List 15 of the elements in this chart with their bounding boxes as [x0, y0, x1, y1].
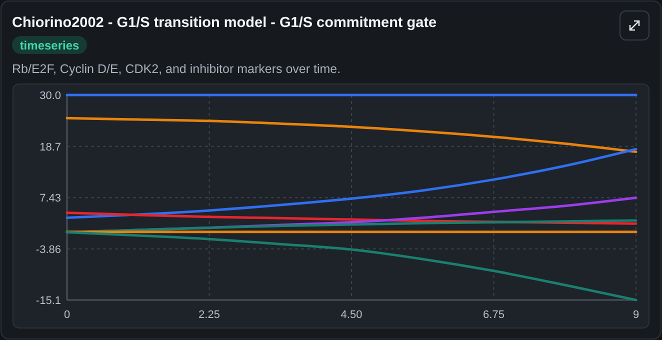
y-tick-label: 7.43	[40, 192, 61, 205]
chart-title: Chiorino2002 - G1/S transition model - G1/S commitment gate	[12, 15, 437, 31]
y-tick-label: 18.7	[40, 141, 61, 154]
x-tick-label: 0	[64, 309, 70, 321]
y-tick-label: -15.1	[36, 295, 61, 307]
x-tick-label: 2.25	[198, 309, 220, 321]
line-series	[66, 148, 638, 219]
line-series	[66, 116, 638, 154]
text: timeseries	[20, 38, 80, 52]
x-tick-label: 9	[632, 309, 640, 321]
chart-subtitle: Rb/E2F, Cyclin D/E, CDK2, and inhibitor markers over time.	[12, 62, 341, 76]
y-tick-label: -3.86	[36, 244, 61, 256]
x-tick-label: 6.75	[483, 309, 504, 321]
y-tick-label: 30.0	[40, 90, 61, 102]
text: 4.50	[340, 309, 362, 321]
